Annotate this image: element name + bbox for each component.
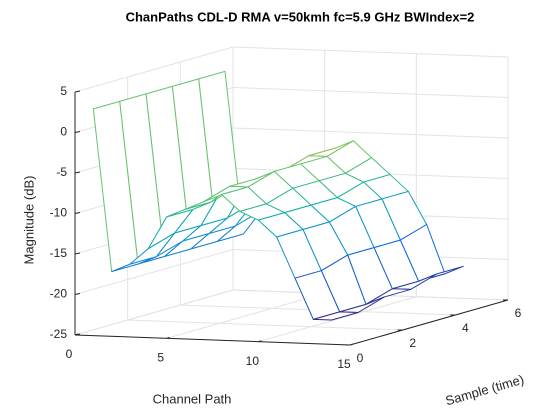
z-grid-line bbox=[232, 127, 509, 139]
z-tick-label: -15 bbox=[50, 246, 68, 260]
z-tick-label: 5 bbox=[60, 84, 67, 98]
mesh-cell bbox=[312, 311, 359, 321]
x-grid-line bbox=[166, 292, 325, 339]
x-tick-label: 5 bbox=[157, 351, 164, 365]
y-tick-label: 4 bbox=[462, 321, 469, 335]
y-axis bbox=[349, 299, 509, 346]
x-tick-label: 0 bbox=[66, 347, 73, 361]
z-tick bbox=[74, 171, 81, 174]
z-tick-label: -25 bbox=[50, 327, 68, 341]
z-tick-label: -5 bbox=[56, 165, 67, 179]
x-tick bbox=[74, 333, 79, 336]
x-tick bbox=[166, 336, 170, 339]
z-tick bbox=[74, 212, 81, 214]
x-tick bbox=[258, 340, 262, 343]
z-tick-label: 0 bbox=[60, 125, 67, 139]
z-grid-line bbox=[232, 46, 509, 58]
x-axis-label: Channel Path bbox=[153, 391, 232, 406]
z-tick-label: -20 bbox=[50, 287, 68, 301]
z-axis-label: Magnitude (dB) bbox=[21, 176, 36, 265]
y-grid-line bbox=[127, 319, 403, 331]
chart-title: ChanPaths CDL-D RMA v=50kmh fc=5.9 GHz B… bbox=[126, 9, 475, 24]
z-tick bbox=[74, 131, 81, 133]
y-axis-label: Sample (time) bbox=[444, 372, 526, 409]
z-grid-line bbox=[232, 87, 509, 98]
y-tick-label: 0 bbox=[357, 351, 364, 365]
x-axis bbox=[74, 334, 351, 346]
y-tick-label: 2 bbox=[409, 336, 416, 350]
x-grid-line bbox=[74, 289, 234, 336]
z-grid-line bbox=[74, 46, 234, 93]
x-tick-label: 10 bbox=[246, 354, 260, 368]
z-tick bbox=[74, 90, 81, 93]
z-tick bbox=[74, 293, 81, 295]
x-tick-label: 15 bbox=[337, 357, 351, 371]
x-grid-line bbox=[258, 296, 417, 343]
y-tick-label: 6 bbox=[515, 306, 522, 320]
x-tick bbox=[349, 343, 354, 346]
z-tick-label: -10 bbox=[50, 206, 68, 220]
z-grid-line bbox=[74, 249, 234, 295]
z-tick bbox=[74, 252, 81, 255]
